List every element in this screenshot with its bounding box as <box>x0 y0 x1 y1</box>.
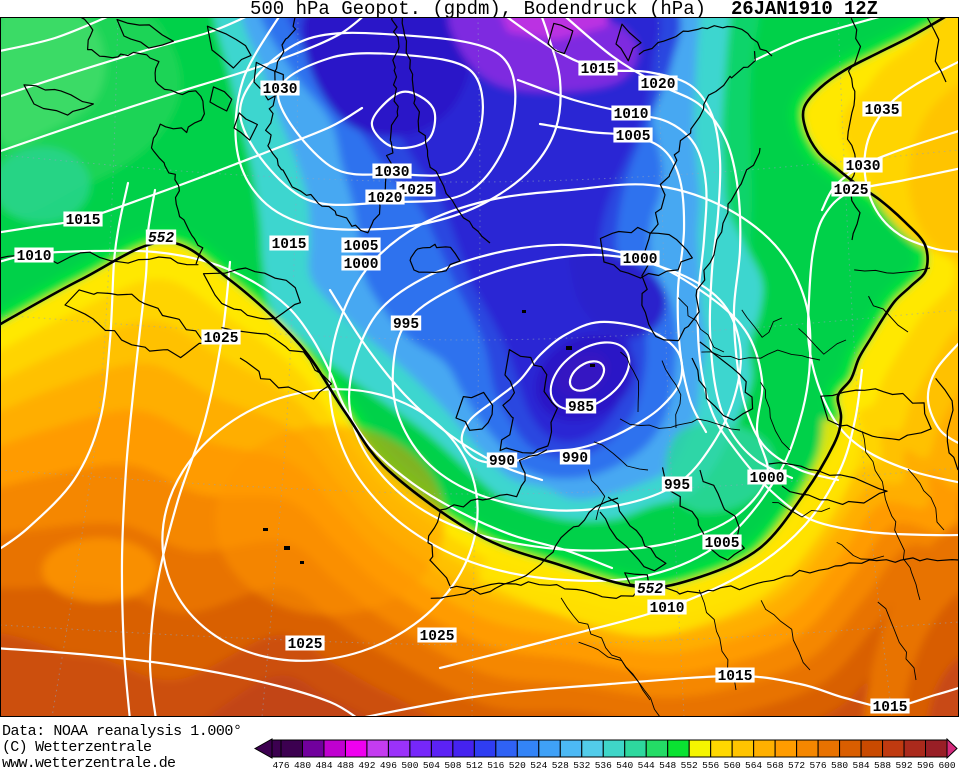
svg-text:1030: 1030 <box>375 165 410 181</box>
svg-text:516: 516 <box>487 760 504 770</box>
svg-text:588: 588 <box>874 760 891 770</box>
svg-text:484: 484 <box>315 760 332 770</box>
svg-text:1015: 1015 <box>66 213 101 229</box>
svg-text:560: 560 <box>724 760 741 770</box>
svg-text:995: 995 <box>393 317 419 333</box>
svg-text:1015: 1015 <box>718 669 753 685</box>
svg-text:1000: 1000 <box>623 252 658 268</box>
svg-text:600: 600 <box>938 760 955 770</box>
svg-text:1005: 1005 <box>344 239 379 255</box>
svg-text:552: 552 <box>681 760 698 770</box>
svg-text:488: 488 <box>337 760 354 770</box>
svg-text:496: 496 <box>380 760 397 770</box>
svg-text:524: 524 <box>530 760 547 770</box>
svg-text:500: 500 <box>401 760 418 770</box>
svg-text:990: 990 <box>562 451 588 467</box>
svg-text:995: 995 <box>664 478 690 494</box>
svg-text:1025: 1025 <box>420 629 455 645</box>
svg-text:990: 990 <box>489 454 515 470</box>
svg-text:1010: 1010 <box>17 249 52 265</box>
svg-text:532: 532 <box>573 760 590 770</box>
svg-text:1005: 1005 <box>616 129 651 145</box>
svg-text:548: 548 <box>659 760 676 770</box>
svg-text:1020: 1020 <box>368 191 403 207</box>
svg-text:1015: 1015 <box>873 700 908 716</box>
svg-text:544: 544 <box>638 760 655 770</box>
svg-text:1000: 1000 <box>344 257 379 273</box>
svg-text:1020: 1020 <box>641 77 676 93</box>
svg-text:580: 580 <box>831 760 848 770</box>
svg-text:492: 492 <box>358 760 375 770</box>
svg-text:Data: NOAA reanalysis 1.000°: Data: NOAA reanalysis 1.000° <box>2 723 242 740</box>
svg-text:508: 508 <box>444 760 461 770</box>
svg-text:1025: 1025 <box>204 331 239 347</box>
svg-text:(C) Wetterzentrale: (C) Wetterzentrale <box>2 739 152 756</box>
svg-text:1025: 1025 <box>834 183 869 199</box>
svg-text:504: 504 <box>423 760 440 770</box>
svg-text:592: 592 <box>895 760 912 770</box>
svg-text:572: 572 <box>788 760 805 770</box>
svg-text:1000: 1000 <box>750 471 785 487</box>
svg-text:476: 476 <box>272 760 289 770</box>
svg-text:584: 584 <box>853 760 870 770</box>
svg-text:576: 576 <box>810 760 827 770</box>
svg-text:1005: 1005 <box>705 536 740 552</box>
svg-text:1025: 1025 <box>399 183 434 199</box>
svg-text:1025: 1025 <box>288 637 323 653</box>
svg-text:1010: 1010 <box>614 107 649 123</box>
svg-text:1015: 1015 <box>272 237 307 253</box>
svg-text:564: 564 <box>745 760 762 770</box>
svg-text:520: 520 <box>509 760 526 770</box>
svg-text:1035: 1035 <box>865 103 900 119</box>
svg-text:528: 528 <box>552 760 569 770</box>
svg-text:26JAN1910 12Z: 26JAN1910 12Z <box>731 0 878 20</box>
svg-text:985: 985 <box>568 400 594 416</box>
svg-text:596: 596 <box>917 760 934 770</box>
svg-text:536: 536 <box>595 760 612 770</box>
svg-text:512: 512 <box>466 760 483 770</box>
svg-text:500 hPa Geopot. (gpdm), Bodend: 500 hPa Geopot. (gpdm), Bodendruck (hPa) <box>250 0 706 20</box>
svg-text:www.wetterzentrale.de: www.wetterzentrale.de <box>2 755 176 770</box>
svg-text:1030: 1030 <box>263 82 298 98</box>
svg-text:552: 552 <box>637 582 663 598</box>
svg-text:556: 556 <box>702 760 719 770</box>
svg-text:480: 480 <box>294 760 311 770</box>
svg-text:1015: 1015 <box>581 62 616 78</box>
svg-text:568: 568 <box>767 760 784 770</box>
svg-text:1010: 1010 <box>650 601 685 617</box>
svg-text:1030: 1030 <box>846 159 881 175</box>
svg-text:552: 552 <box>148 231 174 247</box>
svg-text:540: 540 <box>616 760 633 770</box>
